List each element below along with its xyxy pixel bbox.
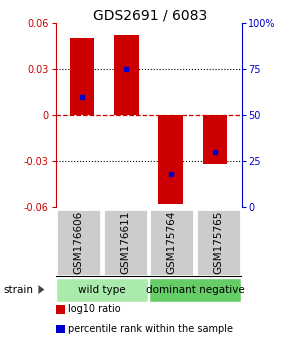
Text: GDS2691 / 6083: GDS2691 / 6083: [93, 9, 207, 23]
Text: percentile rank within the sample: percentile rank within the sample: [68, 324, 232, 334]
Text: GSM176611: GSM176611: [120, 211, 130, 274]
Text: log10 ratio: log10 ratio: [68, 304, 120, 314]
Bar: [203, 115, 227, 164]
Bar: [70, 38, 94, 115]
Text: wild type: wild type: [78, 285, 126, 295]
Bar: [158, 115, 183, 204]
Text: strain: strain: [3, 285, 33, 295]
Text: GSM175764: GSM175764: [167, 211, 177, 274]
Text: GSM176606: GSM176606: [74, 211, 84, 274]
Text: dominant negative: dominant negative: [146, 285, 244, 295]
Text: GSM175765: GSM175765: [213, 211, 223, 274]
Bar: [114, 35, 139, 115]
